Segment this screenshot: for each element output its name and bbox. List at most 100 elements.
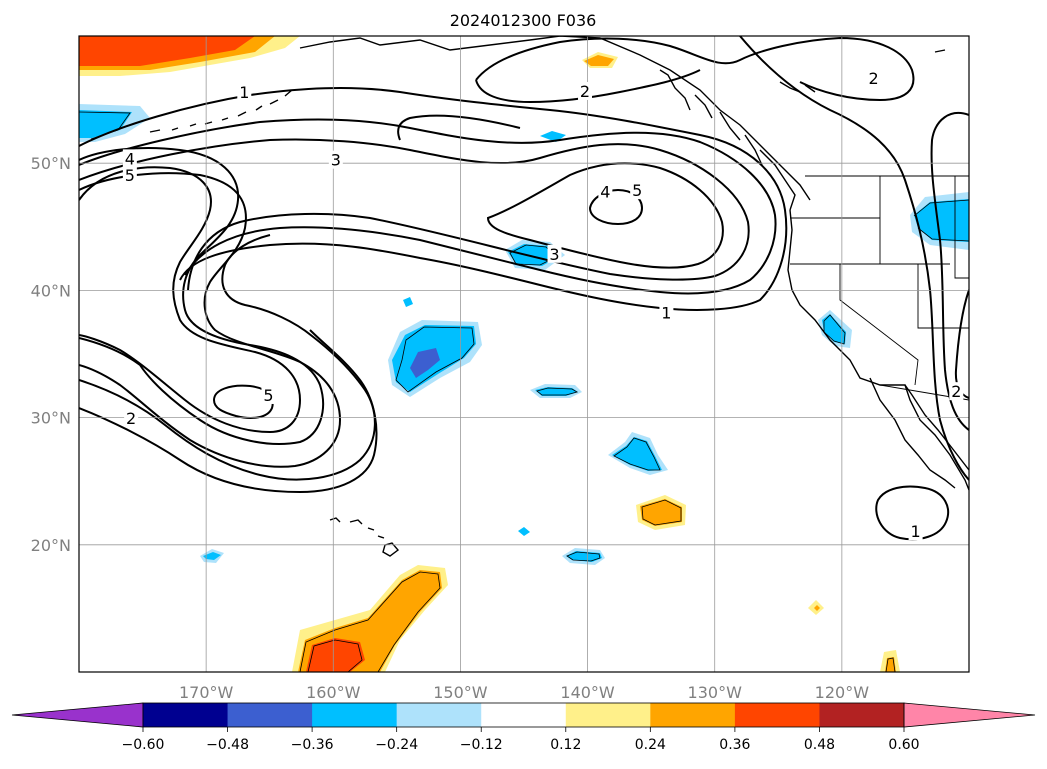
contour-label-bg <box>547 244 562 263</box>
contour-1-east <box>739 36 969 481</box>
contour-label: 1 <box>661 303 671 322</box>
lon-tick-label: 150°W <box>433 683 488 702</box>
contour-3-north <box>79 138 750 291</box>
negative-anomaly-southwest-core <box>203 552 221 560</box>
aleutian-islands <box>149 89 293 133</box>
contour-label: 2 <box>951 382 961 401</box>
southeast-alaska-islands <box>659 69 763 166</box>
ocean-background <box>79 36 969 672</box>
contour-label: 2 <box>126 409 136 428</box>
colorbar-tick-label: 0.36 <box>719 737 750 753</box>
lat-tick-label: 20°N <box>31 536 71 555</box>
state-border-nv <box>917 264 969 329</box>
contour-label: 4 <box>600 182 610 201</box>
gridlines <box>79 36 969 672</box>
contour-label-bg <box>949 382 964 401</box>
contour-label-bg <box>122 165 137 184</box>
colorbar: −0.60 −0.48 −0.36 −0.24 −0.12 0.12 0.24 0.36 0.4… <box>11 702 1036 753</box>
negative-anomaly-west-coast-core <box>79 110 132 138</box>
lon-tick-label: 130°W <box>688 683 743 702</box>
colorbar-outline <box>142 702 905 728</box>
chart-title: 2024012300 F036 <box>450 11 597 30</box>
colorbar-tick-label: 0.12 <box>550 737 581 753</box>
contour-2-east <box>930 112 969 431</box>
contour-label-bg <box>908 522 923 541</box>
colorbar-segment <box>396 703 482 727</box>
positive-anomaly-subtropical-plume-core <box>306 638 365 672</box>
lon-tick-label: 160°W <box>306 683 361 702</box>
positive-anomaly-tiny-core <box>814 605 820 611</box>
contour-label-bg <box>328 150 343 169</box>
colorbar-segment <box>143 703 229 727</box>
lat-tick-label: 40°N <box>31 281 71 300</box>
colorbar-segment <box>819 703 905 727</box>
mexico-mainland <box>904 384 969 471</box>
contour-label-bg <box>237 83 252 102</box>
negative-anomaly-tiny-1 <box>403 297 413 307</box>
negative-anomaly-thin-core <box>535 387 578 396</box>
contour-label: 2 <box>580 82 590 101</box>
colorbar-tick-label: −0.60 <box>122 737 165 753</box>
colorbar-tick-label: 0.48 <box>804 737 835 753</box>
colorbar-over-extend <box>903 702 1036 728</box>
colorbar-segment <box>227 703 313 727</box>
contour-label-bg <box>122 149 137 168</box>
negative-anomaly-california-core <box>822 314 846 344</box>
map-frame <box>78 35 970 673</box>
negative-anomaly-tiny-2 <box>518 527 530 536</box>
contour-3-ne <box>397 114 521 141</box>
contour-label: 3 <box>331 151 341 170</box>
contour-label-bg <box>866 69 881 88</box>
colorbar-segment <box>650 703 736 727</box>
contour-label: 4 <box>125 149 135 168</box>
contour-2-ne <box>475 36 915 102</box>
lon-tick-label: 140°W <box>560 683 615 702</box>
contour-1-north <box>79 87 788 311</box>
lat-tick-label: 30°N <box>31 409 71 428</box>
colorbar-segment <box>565 703 651 727</box>
negative-anomaly-east-core <box>612 437 662 471</box>
lon-tick-label: 170°W <box>179 683 234 702</box>
colorbar-tick-label: −0.36 <box>291 737 334 753</box>
colorbar-segment <box>734 703 820 727</box>
contour-2-north <box>79 118 777 295</box>
british-columbia-coast <box>759 149 796 211</box>
contour-1-se <box>875 485 950 541</box>
contour-label-bg <box>659 303 674 322</box>
state-border-ca-nv <box>839 264 919 386</box>
contour-3-west <box>79 172 342 468</box>
baja-peninsula <box>869 377 956 489</box>
colorbar-segment <box>481 703 567 727</box>
positive-anomaly-gulf-alaska-core <box>584 55 614 66</box>
contour-5-low <box>212 384 274 419</box>
contour-label-bg <box>124 408 139 427</box>
lon-tick-label: 120°W <box>815 683 870 702</box>
political-borders <box>790 175 969 401</box>
contour-5-west <box>79 166 302 434</box>
contour-label-bg <box>598 182 613 201</box>
colorbar-under-extend <box>11 702 144 728</box>
contour-label: 5 <box>125 166 135 185</box>
contour-label-bg <box>630 181 645 200</box>
contour-label: 3 <box>549 245 559 264</box>
contour-label: 1 <box>911 522 921 541</box>
positive-anomaly-north-pacific-core <box>79 36 255 66</box>
pressure-contours <box>79 36 969 541</box>
longitude-tick-labels: 170°W 160°W 150°W 140°W 130°W 120°W <box>179 683 869 702</box>
contour-label: 2 <box>869 69 879 88</box>
colorbar-tick-label: 0.60 <box>888 737 919 753</box>
positive-anomaly-east-core <box>640 499 682 526</box>
lat-tick-label: 50°N <box>31 154 71 173</box>
hawaiian-islands <box>329 517 400 557</box>
negative-anomaly-subtropical-peak <box>410 348 440 378</box>
colorbar-tick-label: −0.24 <box>375 737 418 753</box>
state-border-mt <box>954 176 969 279</box>
contour-label: 5 <box>632 181 642 200</box>
colorbar-tick-label: −0.12 <box>460 737 503 753</box>
contour-label: 5 <box>263 386 273 405</box>
colorbar-tick-label: −0.48 <box>206 737 249 753</box>
contour-1-west <box>79 329 378 494</box>
